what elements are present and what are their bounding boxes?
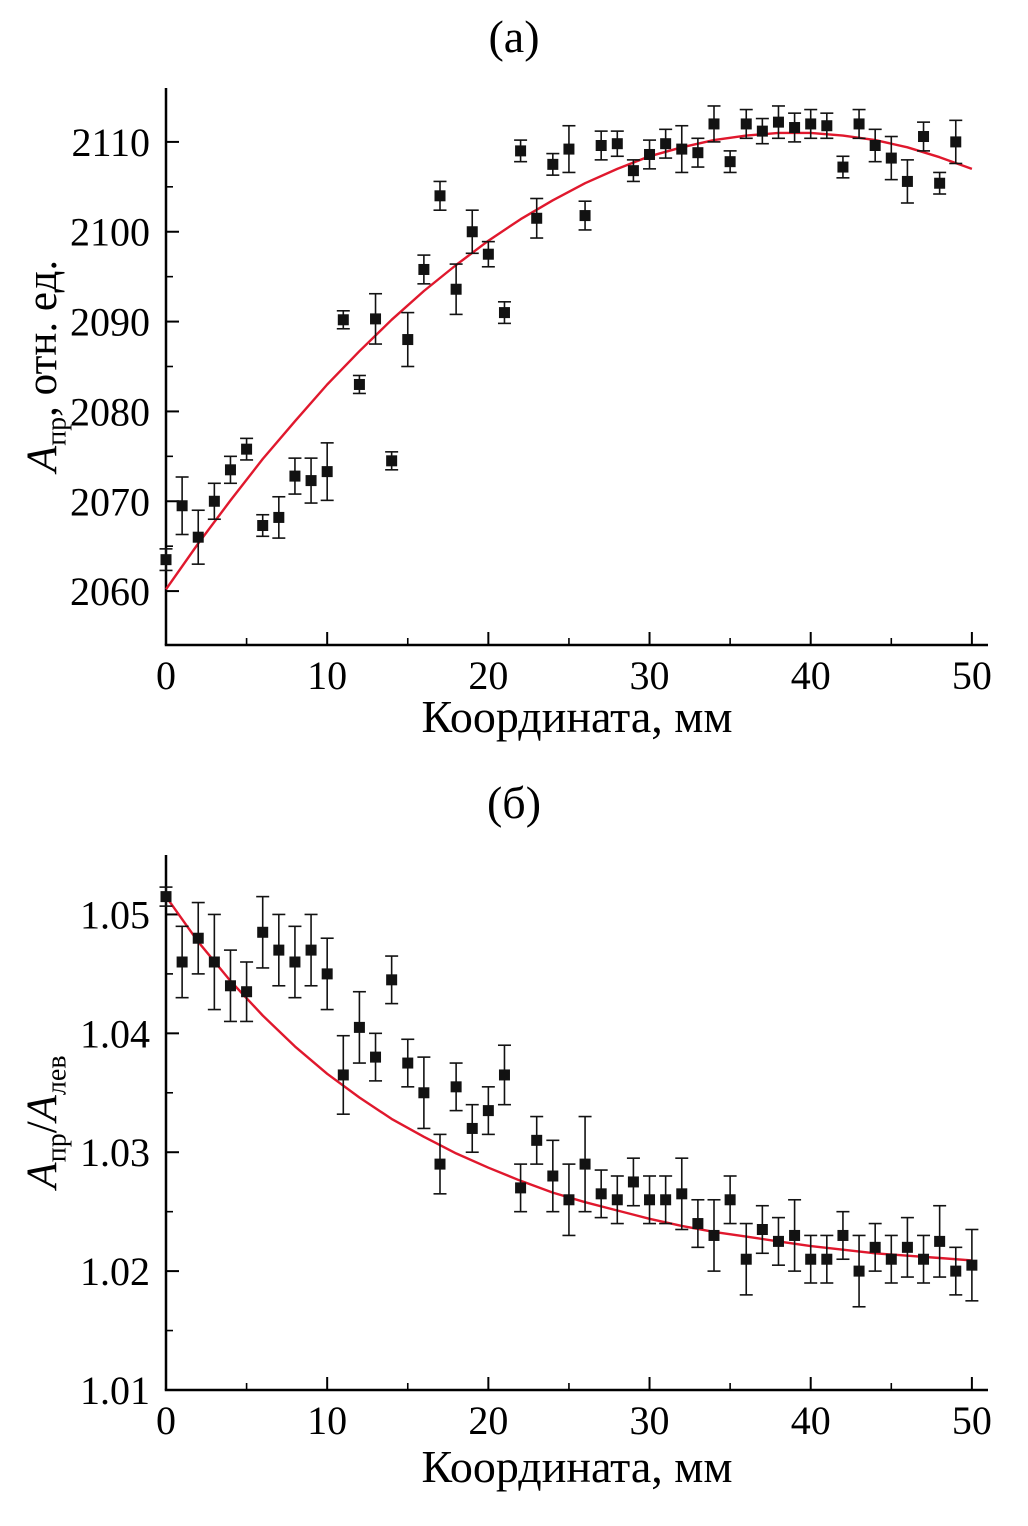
svg-text:1.05: 1.05 [80,892,150,937]
panel-a-title: (а) [488,11,540,62]
svg-text:2070: 2070 [70,479,150,524]
y-label-a-subscript: пр [41,416,73,446]
svg-text:30: 30 [630,653,670,698]
svg-text:50: 50 [952,1398,992,1443]
y-label-b-numerator-subscript: пр [41,1133,73,1163]
svg-text:2060: 2060 [70,569,150,614]
svg-text:50: 50 [952,653,992,698]
y-label-a-variable: A [19,445,66,473]
y-label-b-denominator-subscript: лев [41,1055,73,1096]
y-label-b-numerator: A [19,1162,66,1189]
chart-b-plot: 0 10 20 30 40 50 1.01 1.02 1.03 1.04 1.05 [80,855,992,1443]
svg-text:40: 40 [791,1398,831,1443]
svg-text:2090: 2090 [70,300,150,345]
svg-text:1.01: 1.01 [80,1368,150,1413]
panel-b: 0 10 20 30 40 50 1.01 1.02 1.03 1.04 1.05 (б) Aпр/… [0,760,1028,1526]
svg-text:0: 0 [156,1398,176,1443]
svg-text:30: 30 [630,1398,670,1443]
chart-a-y-axis-label: Aпр, отн. ед. [15,86,73,646]
panel-a: 0 10 20 30 40 50 2060 2070 2080 2090 2100 2110 (а) … [0,0,1028,760]
chart-b-x-axis-label: Координата, мм [421,1441,733,1492]
svg-text:20: 20 [468,1398,508,1443]
y-label-b-denominator: A [19,1095,66,1122]
svg-text:1.02: 1.02 [80,1249,150,1294]
svg-text:20: 20 [468,653,508,698]
svg-text:0: 0 [156,653,176,698]
svg-text:2110: 2110 [71,120,150,165]
svg-text:10: 10 [307,653,347,698]
panel-b-title: (б) [486,777,542,828]
chart-a-plot: 0 10 20 30 40 50 2060 2070 2080 2090 2100 2110 [70,88,992,698]
svg-text:10: 10 [307,1398,347,1443]
chart-b-y-axis-label: Aпр/Aлев [15,922,73,1322]
chart-a-x-axis-label: Координата, мм [421,691,733,742]
svg-text:40: 40 [791,653,831,698]
svg-text:2100: 2100 [70,210,150,255]
y-label-a-units: , отн. ед. [19,259,66,417]
svg-text:2080: 2080 [70,389,150,434]
svg-text:1.03: 1.03 [80,1130,150,1175]
y-label-b-slash: / [19,1121,66,1134]
svg-text:1.04: 1.04 [80,1011,150,1056]
